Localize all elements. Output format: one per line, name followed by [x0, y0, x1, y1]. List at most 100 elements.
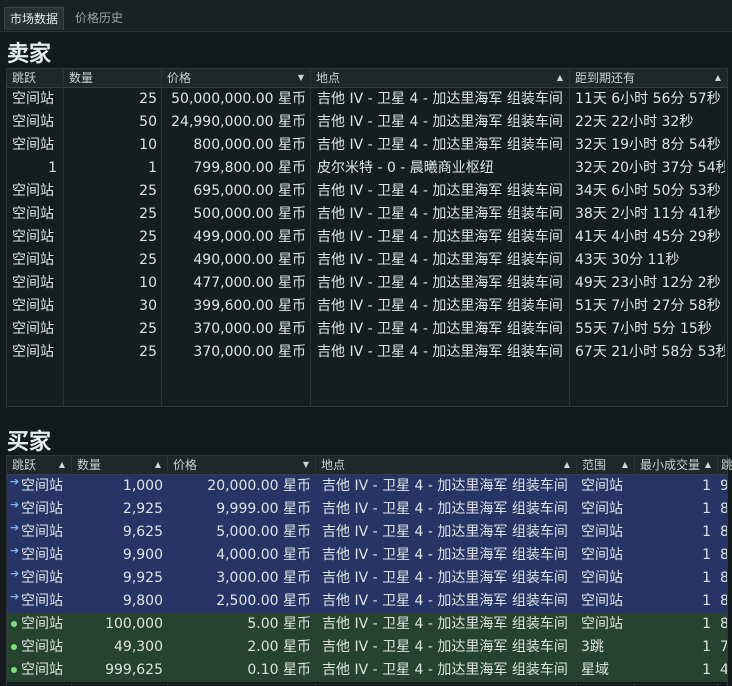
jump-arrow-icon: ➔: [10, 590, 20, 603]
quantity-cell: 10: [139, 275, 157, 291]
location-cell: 吉他 IV - 卫星 4 - 加达里海军 组装车间: [317, 229, 563, 245]
location-cell: 吉他 IV - 卫星 4 - 加达里海军 组装车间: [317, 298, 563, 314]
jumps-cell: 空间站: [12, 275, 54, 291]
table-row[interactable]: 空间站 25 50,000,000.00 星币 吉他 IV - 卫星 4 - 加达里海…: [7, 88, 727, 111]
table-row[interactable]: 空间站 49,300 2.00 星币 吉他 IV - 卫星 4 - 加达里海军 组装车…: [7, 636, 727, 660]
quantity-cell: 50: [139, 114, 157, 130]
table-row[interactable]: 空间站 10 800,000.00 星币 吉他 IV - 卫星 4 - 加达里海军 组…: [7, 134, 727, 157]
jump-arrow-icon: ➔: [10, 544, 20, 557]
col-header-expires[interactable]: 距到期还有 ▲: [575, 71, 721, 85]
table-row[interactable]: ➔ 空间站 9,625 5,000.00 星币 吉他 IV - 卫星 4 - 加达里海军…: [7, 521, 727, 545]
col-header-price[interactable]: 价格 ▼: [167, 71, 304, 85]
extra-cell: 8: [720, 501, 727, 517]
jump-arrow-icon: ➔: [10, 498, 20, 511]
jumps-cell: 空间站: [12, 229, 54, 245]
quantity-cell: 9,800: [122, 593, 163, 609]
quantity-cell: 2,925: [122, 501, 163, 517]
table-row[interactable]: ➔ 空间站 9,800 2,500.00 星币 吉他 IV - 卫星 4 - 加达里海军…: [7, 590, 727, 614]
tab-market-data[interactable]: 市场数据: [4, 7, 65, 30]
min-volume-cell: 1: [702, 639, 711, 655]
price-cell: 399,600.00 星币: [193, 298, 306, 314]
col-header-location[interactable]: 地点 ▲: [316, 71, 563, 85]
table-row[interactable]: ➔ 空间站 1,000 20,000.00 星币 吉他 IV - 卫星 4 - 加达里海…: [7, 475, 727, 499]
buyers-table: 跳跃 ▲ 数量 ▲ 价格 ▼ 地点 ▲ 范围 ▲ 最小成交量 ▲ 跳 ➔ 空间站 1,000 20…: [6, 455, 732, 686]
table-row[interactable]: 空间站 25 499,000.00 星币 吉他 IV - 卫星 4 - 加达里海军 组…: [7, 226, 727, 249]
dot-icon: [11, 667, 17, 673]
column-divider[interactable]: [310, 69, 311, 406]
table-row[interactable]: 空间站 999,625 0.10 星币 吉他 IV - 卫星 4 - 加达里海军 组装…: [7, 659, 727, 683]
quantity-cell: 1: [148, 160, 157, 176]
location-cell: 吉他 IV - 卫星 4 - 加达里海军 组装车间: [317, 137, 563, 153]
table-row[interactable]: ➔ 空间站 9,900 4,000.00 星币 吉他 IV - 卫星 4 - 加达里海军…: [7, 544, 727, 568]
sort-asc-icon: ▲: [714, 73, 721, 82]
extra-cell: 4: [720, 662, 727, 678]
price-cell: 2,500.00 星币: [216, 593, 311, 609]
table-row[interactable]: ➔ 空间站 2,925 9,999.00 星币 吉他 IV - 卫星 4 - 加达里海军…: [7, 498, 727, 522]
sort-asc-icon: ▲: [154, 460, 161, 469]
sort-asc-icon: ▲: [621, 460, 628, 469]
location-cell: 吉他 IV - 卫星 4 - 加达里海军 组装车间: [317, 206, 563, 222]
col-header-jumps[interactable]: 跳跃 ▲: [12, 458, 65, 472]
location-cell: 吉他 IV - 卫星 4 - 加达里海军 组装车间: [322, 524, 568, 540]
extra-cell: 8: [720, 616, 727, 632]
table-row[interactable]: ➔ 空间站 9,925 3,000.00 星币 吉他 IV - 卫星 4 - 加达里海军…: [7, 567, 727, 591]
quantity-cell: 1,000: [122, 478, 163, 494]
col-header-quantity[interactable]: 数量: [69, 71, 94, 85]
col-header-range[interactable]: 范围 ▲: [582, 458, 628, 472]
column-divider[interactable]: [161, 69, 162, 406]
sort-asc-icon: ▲: [704, 460, 711, 469]
min-volume-cell: 1: [702, 501, 711, 517]
range-cell: 空间站: [581, 524, 623, 540]
column-divider[interactable]: [569, 69, 570, 406]
quantity-cell: 25: [139, 321, 157, 337]
price-cell: 490,000.00 星币: [193, 252, 306, 268]
price-cell: 370,000.00 星币: [193, 344, 306, 360]
table-row[interactable]: 空间站 25 370,000.00 星币 吉他 IV - 卫星 4 - 加达里海军 组…: [7, 341, 727, 364]
jump-arrow-icon: ➔: [10, 567, 20, 580]
range-cell: 星域: [581, 662, 609, 678]
table-row[interactable]: 空间站 25 490,000.00 星币 吉他 IV - 卫星 4 - 加达里海军 组…: [7, 249, 727, 272]
table-row[interactable]: 空间站 25 500,000.00 星币 吉他 IV - 卫星 4 - 加达里海军 组…: [7, 203, 727, 226]
quantity-cell: 25: [139, 229, 157, 245]
table-row[interactable]: 空间站 25 370,000.00 星币 吉他 IV - 卫星 4 - 加达里海军 组…: [7, 318, 727, 341]
col-header-location[interactable]: 地点 ▲: [321, 458, 570, 472]
extra-cell: 8: [720, 570, 727, 586]
price-cell: 20,000.00 星币: [207, 478, 311, 494]
col-header-extra[interactable]: 跳: [721, 458, 732, 472]
col-header-min-volume[interactable]: 最小成交量 ▲: [640, 458, 711, 472]
table-row[interactable]: 空间站 30 399,600.00 星币 吉他 IV - 卫星 4 - 加达里海军 组…: [7, 295, 727, 318]
quantity-cell: 25: [139, 183, 157, 199]
buyers-title: 买家: [7, 430, 52, 455]
table-row[interactable]: 空间站 10 477,000.00 星币 吉他 IV - 卫星 4 - 加达里海军 组…: [7, 272, 727, 295]
col-header-jumps[interactable]: 跳跃: [12, 71, 37, 85]
tab-price-history[interactable]: 价格历史: [75, 11, 124, 25]
table-row[interactable]: 空间站 50 24,990,000.00 星币 吉他 IV - 卫星 4 - 加达里海…: [7, 111, 727, 134]
price-cell: 799,800.00 星币: [193, 160, 306, 176]
table-row[interactable]: 空间站 100,000 5.00 星币 吉他 IV - 卫星 4 - 加达里海军 组装…: [7, 613, 727, 637]
expires-cell: 43天 30分 11秒: [575, 252, 680, 268]
column-divider[interactable]: [63, 69, 64, 406]
jumps-cell: 空间站: [12, 114, 54, 130]
range-cell: 空间站: [581, 616, 623, 632]
price-cell: 2.00 星币: [247, 639, 311, 655]
table-row[interactable]: 空间站 25 695,000.00 星币 吉他 IV - 卫星 4 - 加达里海军 组…: [7, 180, 727, 203]
price-cell: 24,990,000.00 星币: [171, 114, 306, 130]
quantity-cell: 25: [139, 252, 157, 268]
col-header-quantity[interactable]: 数量 ▲: [77, 458, 161, 472]
quantity-cell: 25: [139, 344, 157, 360]
range-cell: 空间站: [581, 547, 623, 563]
col-header-price[interactable]: 价格 ▼: [173, 458, 309, 472]
jumps-cell: 空间站: [21, 547, 63, 563]
jumps-cell: 空间站: [21, 639, 63, 655]
sort-asc-icon: ▲: [58, 460, 65, 469]
quantity-cell: 10: [139, 137, 157, 153]
expires-cell: 67天 21小时 58分 53秒: [575, 344, 725, 360]
price-cell: 4,000.00 星币: [216, 547, 311, 563]
dot-icon: [11, 644, 17, 650]
location-cell: 吉他 IV - 卫星 4 - 加达里海军 组装车间: [317, 183, 563, 199]
location-cell: 吉他 IV - 卫星 4 - 加达里海军 组装车间: [317, 321, 563, 337]
price-cell: 800,000.00 星币: [193, 137, 306, 153]
table-row[interactable]: 1 1 799,800.00 星币 皮尔米特 - 0 - 晨曦商业枢纽 32天 20小时…: [7, 157, 727, 180]
min-volume-cell: 1: [702, 662, 711, 678]
range-cell: 空间站: [581, 570, 623, 586]
